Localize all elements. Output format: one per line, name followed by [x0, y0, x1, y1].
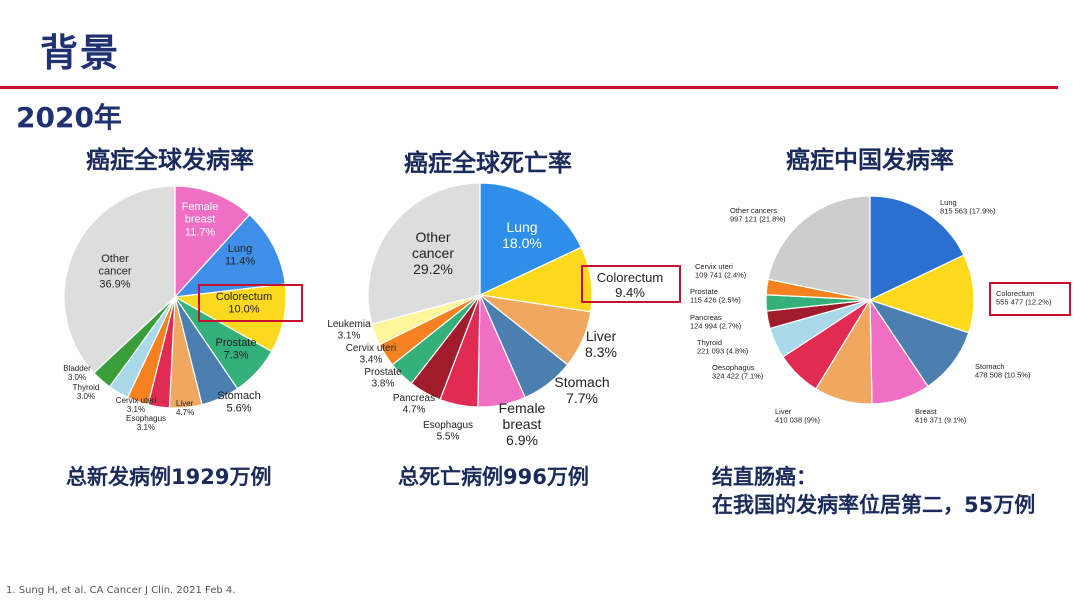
china-label-thyroid: Thyroid 221 093 (4.8%): [697, 338, 749, 356]
incidence-slice-female-breast: [174, 185, 251, 299]
china-label-pancreas: Pancreas 124 994 (2.7%): [690, 313, 742, 331]
incidence-label-stomach: Stomach 5.6%: [217, 390, 260, 415]
incidence-pie: Female breast 11.7%Lung 11.4% Colorectum 10.0…: [63, 185, 303, 432]
china-label-stomach: Stomach 478 508 (10.5%): [975, 362, 1031, 380]
mortality-chart-title: 癌症全球死亡率: [404, 149, 572, 177]
title-divider: [0, 86, 1058, 89]
china-label-cervix-uteri: Cervix uteri 109 741 (2.4%): [695, 262, 747, 280]
china-highlight-box: [989, 282, 1071, 316]
china-label-prostate: Prostate 115 426 (2.5%): [690, 287, 741, 305]
incidence-summary: 总新发病例1929万例: [66, 465, 272, 489]
china-slice-lung: [869, 195, 965, 301]
incidence-label-cervix-uteri: Cervix uteri 3.1%: [116, 396, 157, 414]
mortality-slice-lung: [479, 182, 583, 296]
mortality-label-lung: Lung 18.0%: [502, 219, 542, 251]
china-label-breast: Breast 416 371 (9.1%): [915, 407, 967, 425]
mortality-slice-other-cancer: [367, 182, 481, 325]
footnote: 1. Sung H, et al. CA Cancer J Clin. 2021…: [6, 585, 236, 596]
china-slice-stomach: [868, 298, 970, 388]
mortality-summary: 总死亡病例996万例: [398, 465, 589, 489]
incidence-label-colorectum: Colorectum 10.0%: [216, 291, 272, 316]
incidence-label-liver: Liver 4.7%: [176, 399, 194, 417]
china-slice-colorectum: [868, 254, 975, 334]
mortality-label-pancreas: Pancreas 4.7%: [393, 393, 435, 416]
china-summary-line1: 结直肠癌：: [712, 465, 817, 489]
incidence-label-female-breast: Female breast 11.7%: [182, 201, 219, 238]
incidence-label-bladder: Bladder 3.0%: [63, 364, 91, 382]
mortality-label-colorectum: Colorectum 9.4%: [597, 270, 663, 300]
mortality-label-leukemia: Leukemia 3.1%: [327, 319, 371, 342]
year-heading: 2020年: [16, 101, 122, 134]
china-pie: Lung 815 563 (17.9%) Colorectum 555 477 (12…: [690, 195, 1071, 425]
mortality-label-stomach: Stomach 7.7%: [554, 374, 609, 406]
mortality-highlight-box: [581, 265, 681, 303]
mortality-label-other-cancer: Other cancer 29.2%: [412, 229, 454, 277]
china-summary-line2: 在我国的发病率位居第二，55万例: [712, 493, 1036, 517]
incidence-chart-title: 癌症全球发病率: [86, 146, 254, 174]
china-label-other-cancers: Other cancers 997 121 (21.8%): [730, 206, 786, 224]
incidence-label-other-cancer: Other cancer 36.9%: [98, 253, 131, 290]
incidence-label-lung: Lung 11.4%: [225, 243, 256, 268]
mortality-label-liver: Liver 8.3%: [585, 328, 617, 360]
incidence-label-esophagus: Esophagus 3.1%: [126, 414, 166, 432]
incidence-highlight-box: [198, 284, 303, 322]
china-slice-other-cancers: [767, 195, 871, 301]
page-title: 背景: [40, 31, 121, 75]
mortality-label-esophagus: Esophagus 5.5%: [423, 420, 473, 443]
china-label-oesophagus: Oesophagus 324 422 (7.1%): [712, 363, 764, 381]
china-label-colorectum: Colorectum 555 477 (12.2%): [996, 289, 1052, 307]
incidence-label-prostate: Prostate 7.3%: [216, 337, 257, 362]
mortality-pie: Lung 18.0% Colorectum 9.4% Liver 8.3% Stomach 7…: [327, 182, 681, 448]
incidence-slice-lung: [173, 213, 286, 298]
mortality-label-prostate: Prostate 3.8%: [364, 367, 402, 390]
incidence-slice-other-cancer: [63, 185, 176, 374]
mortality-label-female-breast: Female breast 6.9%: [499, 400, 546, 448]
china-label-lung: Lung 815 563 (17.9%): [940, 198, 996, 216]
mortality-label-cervix-uteri: Cervix uteri 3.4%: [346, 343, 397, 366]
incidence-label-thyroid: Thyroid 3.0%: [73, 383, 100, 401]
china-label-liver: Liver 410 038 (9%): [775, 407, 821, 425]
china-chart-title: 癌症中国发病率: [786, 146, 954, 174]
